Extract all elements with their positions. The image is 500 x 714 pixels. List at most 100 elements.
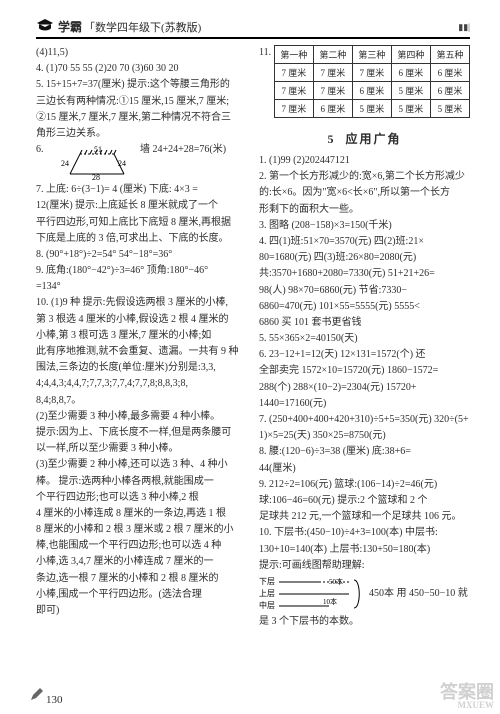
text-line: 8,4;8,8,7。 [36,393,247,409]
text-line: (2)至少需要 3 种小棒,最多需要 4 种小棒。 [36,409,247,425]
svg-text:24: 24 [118,159,126,168]
section-number: 5 [327,132,335,146]
svg-text:28: 28 [92,173,100,180]
table-cell: 第四种 [391,46,430,64]
table-cell: 6 厘米 [430,64,469,82]
text-line: 墙 24+24+28=76(米) [140,142,226,158]
text-line: 9. 底角:(180°−42°)÷3=46° 顶角:180°−46° [36,263,247,279]
table-cell: 第五种 [430,46,469,64]
table-cell: 7 厘米 [274,82,313,100]
text-line: 98(人) 98×70=6860(元) 节省:7330− [259,283,470,299]
text-line: 9. 212÷2=106(元) 篮球:(106−14)÷2=46(元) [259,477,470,493]
text-line: 个平行四边形;也可以选 3 种小棒,2 根 [36,490,247,506]
text-line: 5. 15+15+7=37(厘米) 提示:这个等腰三角形的 [36,77,247,93]
section-title: 5 应用广角 [259,130,470,147]
text-line: 提示:可画线图帮助理解: [259,558,470,574]
right-column: 11. 第一种 第二种 第三种 第四种 第五种 7 厘米 7 厘米 7 厘米 6… [259,45,470,630]
svg-text:24: 24 [61,159,69,168]
text-line: 450本 用 450−50−10 就 [369,586,468,602]
table-cell: 6 厘米 [391,64,430,82]
text-line: 4 厘米的小棒连成 8 厘米的一条边,再选 1 根 [36,506,247,522]
page-number: 130 [46,694,63,706]
text-line: 6860 买 101 套书更省钱 [259,315,470,331]
svg-text:上层: 上层 [259,589,275,598]
item-number: 6. [36,142,48,158]
text-line: (4)11,5) [36,45,247,61]
text-line: 形剩下的面积大一些。 [259,202,470,218]
header-tick-icon: ▮▮| [458,22,470,33]
text-line: 288(个) 288×(10−2)=2304(元) 15720+ [259,380,470,396]
text-line: (3)至少需要 2 种小棒,还可以选 3 种、4 种小 [36,457,247,473]
text-line: 棒。 提示:选两种小棒各两根,就能围成一 [36,474,247,490]
text-line: 1440=17160(元) [259,396,470,412]
text-line: 4. 四(1)班:51×70=3570(元) 四(2)班:21× [259,234,470,250]
table-cell: 6 厘米 [352,82,391,100]
table-cell: 6 厘米 [430,82,469,100]
text-line: 即可) [36,603,247,619]
table-cell: 6 厘米 [313,100,352,118]
text-line: 1. (1)99 (2)202447121 [259,153,470,169]
text-line: ②15 厘米,7 厘米,7 厘米,第二种情况不符合三 [36,110,247,126]
text-line: 此有序地推测,就不会重复、遗漏。一共有 9 种 [36,344,247,360]
trapezoid-diagram: 51 24 24 28 [58,144,136,180]
table-cell: 第三种 [352,46,391,64]
text-line: 8. (90°+18°)÷2=54° 54°−18°=36° [36,247,247,263]
text-line: 10. 下层书:(450−10)÷4+3=100(本) 中层书: [259,525,470,541]
text-line: 5. 55×365×2=40150(天) [259,331,470,347]
text-line: 80=1680(元) 四(3)班:26×80=2080(元) [259,250,470,266]
svg-text:10本: 10本 [323,597,337,606]
text-line: 7. (250+400+400+420+310)÷5+5=350(元) 320÷… [259,412,470,428]
text-line: 围法,三条边的长度(单位:厘米)分别是:3,3, [36,360,247,376]
svg-text:中层: 中层 [259,600,275,610]
text-line: 全部卖完 1572×10=15720(元) 1860−1572= [259,363,470,379]
table-cell: 5 厘米 [352,100,391,118]
text-line: 是 3 个下层书的本数。 [259,614,470,630]
watermark-text: 答案圈 [440,682,494,702]
pencil-icon [30,687,44,704]
text-line: 第 3 根选 4 厘米的小棒,假设选 2 根 4 厘米的 [36,312,247,328]
table-cell: 5 厘米 [430,100,469,118]
text-line: 角形三边关系。 [36,126,247,142]
text-line: 7. 上底: 6÷(3−1)= 4 (厘米) 下底: 4×3 = [36,182,247,198]
item-number: 11. [259,45,274,124]
brand-text: 学霸 [58,18,82,35]
line-diagram: 下层 上层 50本 中层 10本 [259,574,369,614]
text-line: 12(厘米) 提示:上底延长 8 厘米就成了一个 [36,198,247,214]
text-line: 8 厘米的小棒和 2 根 3 厘米或 2 根 7 厘米的小 [36,522,247,538]
table-cell: 5 厘米 [391,82,430,100]
text-line: 10. (1)9 种 提示:先假设选两根 3 厘米的小棒, [36,295,247,311]
watermark-subtext: MXUEW [440,701,494,710]
text-line: 2. 第一个长方形减少的:宽×6,第二个长方形减少 [259,169,470,185]
text-line: 共:3570+1680+2080=7330(元) 51+21+26= [259,266,470,282]
text-line: 条边,选一根 7 厘米的小棒和 2 根 8 厘米的 [36,571,247,587]
text-line: 130+10=140(本) 上层书:130+50=180(本) [259,542,470,558]
text-line: 提示:因为上、下底长度不一样,但是两条腰可 [36,425,247,441]
text-line: 球:106−46=60(元) 提示:2 个篮球和 2 个 [259,493,470,509]
text-line: 44(厘米) [259,461,470,477]
subject-text: 数学四年级下(苏教版) [95,19,201,35]
table-cell: 5 厘米 [391,100,430,118]
table-cell: 7 厘米 [274,100,313,118]
table-cell: 7 厘米 [274,64,313,82]
text-line: 6. 23−12+1=12(天) 12×131=1572(个) 还 [259,347,470,363]
table-cell: 7 厘米 [313,82,352,100]
text-line: 6860=470(元) 101×55=5555(元) 5555< [259,299,470,315]
text-line: 三边长有两种情况:①15 厘米,15 厘米,7 厘米; [36,94,247,110]
table-cell: 7 厘米 [313,64,352,82]
text-line: 以一样,所以至少需要 3 种小棒。 [36,441,247,457]
table-cell: 7 厘米 [352,64,391,82]
page-header: 学霸 「 数学四年级下(苏教版) ▮▮| [36,18,470,39]
svg-text:51: 51 [94,145,102,154]
text-line: 的:长×6。因为"宽×6<长×6",所以第一个长方 [259,185,470,201]
text-line: 足球共 212 元,一个篮球和一个足球共 106 元。 [259,509,470,525]
text-line: 小棒,第 3 根可选 3 厘米,7 厘米的小棒;如 [36,328,247,344]
svg-text:下层: 下层 [259,577,275,586]
watermark: 答案圈 MXUEW [440,683,494,710]
text-line: 平行四边形,可知上底比下底短 8 厘米,再根据 [36,215,247,231]
text-line: =134° [36,279,247,295]
text-line: 3. 图略 (208−158)×3=150(千米) [259,218,470,234]
text-line: 4;4,4,3;4,4,7;7,7,3;7,7,4;7,7,8;8,8,3;8, [36,376,247,392]
graduation-cap-icon [36,18,54,35]
text-line: 1)×5=25(天) 350×25=8750(元) [259,428,470,444]
answer-table-11: 第一种 第二种 第三种 第四种 第五种 7 厘米 7 厘米 7 厘米 6 厘米 … [274,45,470,118]
